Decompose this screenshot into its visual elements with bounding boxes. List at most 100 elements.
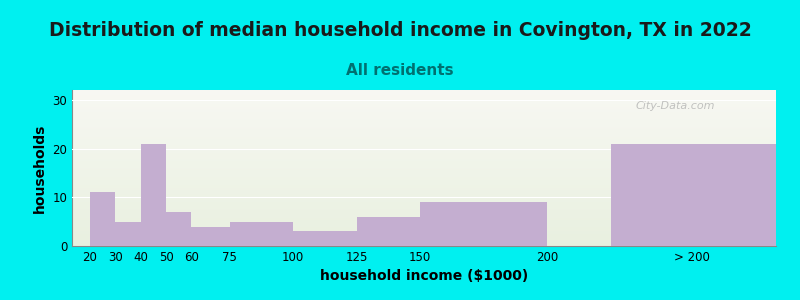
Bar — [72, 134, 776, 135]
Bar — [72, 245, 776, 246]
Text: All residents: All residents — [346, 63, 454, 78]
Bar — [72, 239, 776, 240]
Bar — [72, 147, 776, 148]
Bar — [420, 202, 547, 246]
Bar — [72, 137, 776, 138]
Bar — [72, 151, 776, 152]
X-axis label: household income ($1000): household income ($1000) — [320, 269, 528, 284]
Bar — [72, 242, 776, 243]
Bar — [72, 241, 776, 242]
Bar — [72, 96, 776, 97]
Bar — [72, 113, 776, 114]
Bar — [72, 138, 776, 139]
Bar — [72, 161, 776, 162]
Bar — [72, 189, 776, 190]
Bar — [72, 182, 776, 183]
Bar — [72, 130, 776, 131]
Bar — [72, 195, 776, 196]
Bar — [72, 187, 776, 188]
Bar — [72, 154, 776, 155]
Bar — [72, 144, 776, 145]
Bar — [72, 152, 776, 153]
Bar — [115, 222, 141, 246]
Bar — [72, 180, 776, 181]
Y-axis label: households: households — [33, 123, 46, 213]
Bar — [72, 240, 776, 241]
Bar — [72, 110, 776, 111]
Bar — [72, 170, 776, 171]
Bar — [72, 129, 776, 130]
Bar — [72, 120, 776, 121]
Bar — [72, 174, 776, 175]
Bar — [72, 213, 776, 214]
Bar — [72, 94, 776, 95]
Bar — [72, 179, 776, 180]
Bar — [72, 150, 776, 151]
Bar — [72, 194, 776, 195]
Bar — [72, 244, 776, 245]
Bar — [72, 209, 776, 210]
Bar — [72, 183, 776, 184]
Bar — [72, 224, 776, 225]
Bar — [72, 163, 776, 164]
Bar — [72, 155, 776, 156]
Bar — [72, 198, 776, 199]
Bar — [72, 215, 776, 216]
Bar — [72, 202, 776, 203]
Bar — [72, 238, 776, 239]
Bar — [72, 168, 776, 169]
Bar — [72, 162, 776, 163]
Bar — [72, 158, 776, 159]
Bar — [72, 124, 776, 125]
Bar — [72, 164, 776, 165]
Bar — [72, 172, 776, 173]
Bar — [72, 128, 776, 129]
Bar — [72, 145, 776, 146]
Bar — [72, 210, 776, 211]
Bar — [72, 208, 776, 209]
Bar — [72, 191, 776, 192]
Bar — [72, 111, 776, 112]
Bar — [72, 203, 776, 204]
Bar — [90, 192, 115, 246]
Bar — [72, 115, 776, 116]
Bar — [357, 217, 420, 246]
Bar — [72, 214, 776, 215]
Bar — [72, 127, 776, 128]
Bar — [72, 156, 776, 157]
Bar — [72, 173, 776, 174]
Bar — [72, 103, 776, 104]
Bar — [72, 216, 776, 217]
Bar — [72, 95, 776, 96]
Bar — [72, 212, 776, 213]
Bar — [72, 233, 776, 234]
Bar — [72, 177, 776, 178]
Bar — [72, 157, 776, 158]
Bar — [72, 141, 776, 142]
Bar — [72, 140, 776, 141]
Bar — [191, 226, 230, 246]
Bar — [72, 232, 776, 233]
Bar — [72, 142, 776, 143]
Bar — [293, 231, 357, 246]
Bar — [72, 101, 776, 102]
Bar — [72, 93, 776, 94]
Bar — [72, 186, 776, 187]
Bar — [72, 149, 776, 150]
Bar — [72, 112, 776, 113]
Bar — [72, 133, 776, 134]
Bar — [72, 206, 776, 207]
Bar — [72, 123, 776, 124]
Bar — [72, 106, 776, 107]
Bar — [72, 160, 776, 161]
Bar — [72, 166, 776, 167]
Bar — [72, 136, 776, 137]
Bar — [72, 229, 776, 230]
Bar — [72, 184, 776, 185]
Bar — [72, 234, 776, 235]
Bar — [72, 220, 776, 221]
Bar — [72, 211, 776, 212]
Bar — [72, 192, 776, 193]
Bar — [166, 212, 191, 246]
Text: City-Data.com: City-Data.com — [635, 101, 714, 111]
